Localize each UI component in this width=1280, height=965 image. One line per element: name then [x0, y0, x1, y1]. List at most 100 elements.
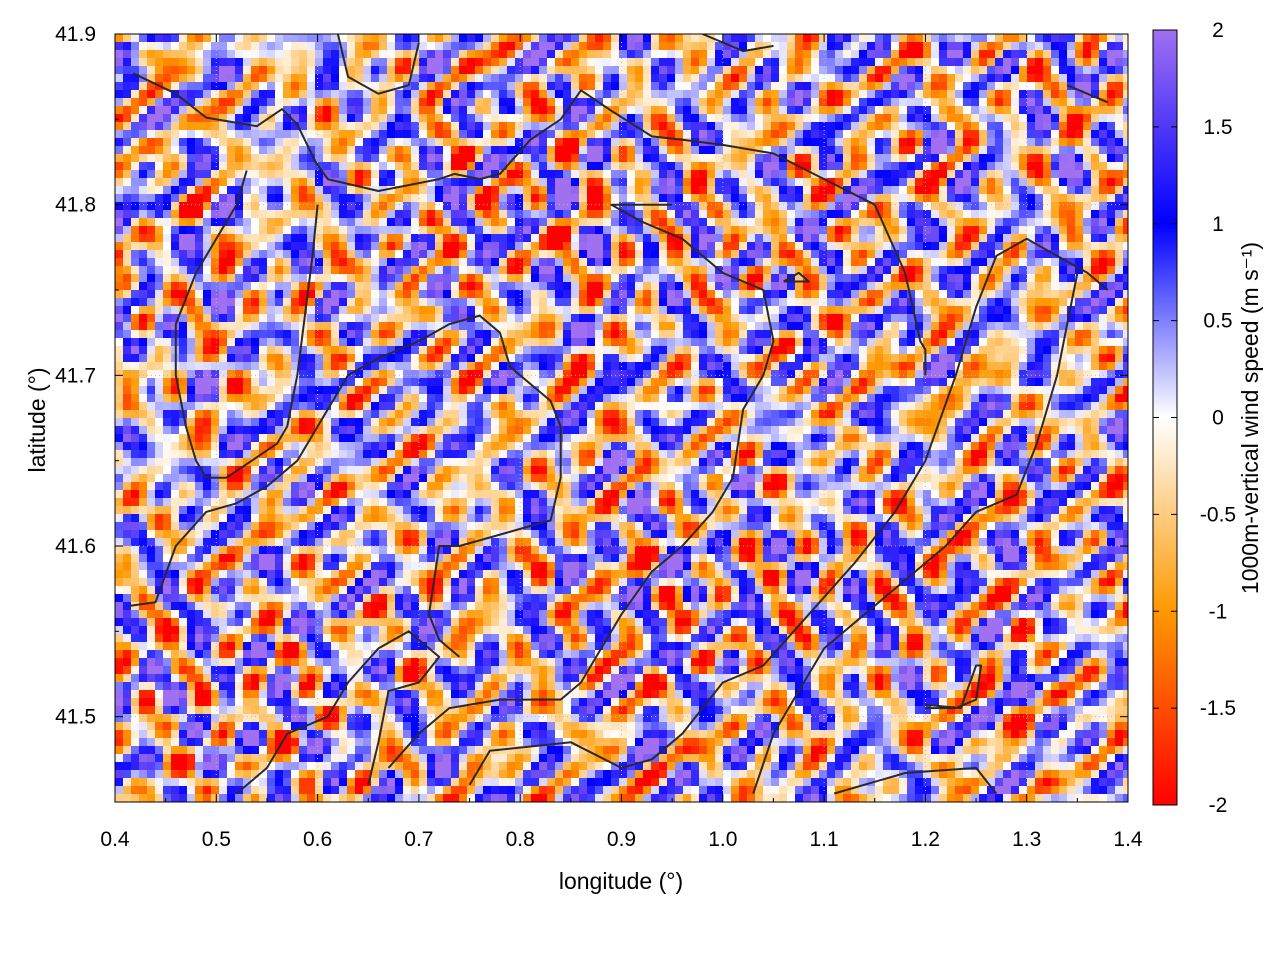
heatmap-cell — [1099, 234, 1108, 243]
heatmap-cell — [803, 154, 812, 163]
heatmap-cell — [515, 218, 524, 227]
heatmap-cell — [411, 98, 420, 107]
heatmap-cell — [187, 98, 196, 107]
heatmap-cell — [611, 234, 620, 243]
heatmap-cell — [587, 90, 596, 99]
heatmap-cell — [627, 218, 636, 227]
heatmap-cell — [1035, 98, 1044, 107]
heatmap-cell — [187, 322, 196, 331]
heatmap-cell — [787, 58, 796, 67]
heatmap-cell — [627, 50, 636, 59]
heatmap-cell — [947, 34, 956, 43]
heatmap-cell — [1059, 226, 1068, 235]
heatmap-cell — [291, 226, 300, 235]
heatmap-cell — [179, 274, 188, 283]
heatmap-cell — [979, 226, 988, 235]
heatmap-cell — [187, 146, 196, 155]
heatmap-cell — [947, 98, 956, 107]
heatmap-cell — [523, 194, 532, 203]
heatmap-cell — [235, 122, 244, 131]
heatmap-cell — [827, 290, 836, 299]
heatmap-cell — [851, 186, 860, 195]
heatmap-cell — [955, 58, 964, 67]
heatmap-cell — [155, 66, 164, 75]
heatmap-cell — [307, 218, 316, 227]
heatmap-cell — [795, 122, 804, 131]
heatmap-cell — [1035, 250, 1044, 259]
heatmap-cell — [187, 330, 196, 339]
heatmap-cell — [843, 74, 852, 83]
heatmap-cell — [235, 138, 244, 147]
heatmap-cell — [587, 202, 596, 211]
heatmap-cell — [315, 218, 324, 227]
heatmap-cell — [339, 66, 348, 75]
heatmap-cell — [883, 250, 892, 259]
heatmap-cell — [1123, 258, 1128, 267]
heatmap-cell — [547, 242, 556, 251]
heatmap-cell — [523, 258, 532, 267]
heatmap-cell — [1059, 98, 1068, 107]
heatmap-cell — [923, 298, 932, 307]
heatmap-cell — [459, 290, 468, 299]
heatmap-cell — [875, 114, 884, 123]
heatmap-cell — [1075, 146, 1084, 155]
heatmap-cell — [579, 274, 588, 283]
heatmap-cell — [531, 130, 540, 139]
heatmap-cell — [907, 130, 916, 139]
heatmap-cell — [619, 226, 628, 235]
heatmap-cell — [595, 306, 604, 315]
heatmap-cell — [563, 210, 572, 219]
heatmap-cell — [355, 258, 364, 267]
heatmap-cell — [259, 330, 268, 339]
heatmap-cell — [515, 186, 524, 195]
heatmap-cell — [931, 34, 940, 43]
heatmap-cell — [267, 314, 276, 323]
heatmap-cell — [683, 194, 692, 203]
heatmap-cell — [163, 202, 172, 211]
heatmap-cell — [307, 234, 316, 243]
heatmap-cell — [483, 322, 492, 331]
heatmap-cell — [403, 162, 412, 171]
heatmap-cell — [867, 338, 876, 347]
heatmap-cell — [339, 322, 348, 331]
heatmap-cell — [1027, 162, 1036, 171]
heatmap-cell — [515, 122, 524, 131]
heatmap-cell — [715, 242, 724, 251]
heatmap-cell — [187, 154, 196, 163]
heatmap-cell — [243, 346, 252, 355]
heatmap-cell — [907, 258, 916, 267]
heatmap-cell — [883, 98, 892, 107]
heatmap-cell — [451, 210, 460, 219]
heatmap-cell — [851, 82, 860, 91]
heatmap-cell — [275, 66, 284, 75]
heatmap-cell — [563, 66, 572, 75]
heatmap-cell — [851, 106, 860, 115]
heatmap-cell — [443, 194, 452, 203]
heatmap-cell — [755, 282, 764, 291]
heatmap-cell — [115, 154, 124, 163]
heatmap-cell — [579, 146, 588, 155]
heatmap-cell — [851, 242, 860, 251]
heatmap-cell — [267, 74, 276, 83]
heatmap-cell — [139, 330, 148, 339]
heatmap-cell — [603, 226, 612, 235]
heatmap-cell — [1083, 258, 1092, 267]
heatmap-cell — [1099, 250, 1108, 259]
heatmap-cell — [787, 330, 796, 339]
heatmap-cell — [747, 178, 756, 187]
heatmap-cell — [123, 250, 132, 259]
heatmap-cell — [147, 194, 156, 203]
heatmap-cell — [715, 178, 724, 187]
heatmap-cell — [1027, 34, 1036, 43]
heatmap-cell — [795, 218, 804, 227]
heatmap-cell — [299, 194, 308, 203]
heatmap-cell — [835, 322, 844, 331]
heatmap-cell — [155, 346, 164, 355]
heatmap-cell — [267, 170, 276, 179]
heatmap-cell — [955, 266, 964, 275]
heatmap-cell — [843, 106, 852, 115]
heatmap-cell — [123, 186, 132, 195]
heatmap-cell — [291, 162, 300, 171]
heatmap-cell — [1043, 162, 1052, 171]
heatmap-cell — [467, 82, 476, 91]
